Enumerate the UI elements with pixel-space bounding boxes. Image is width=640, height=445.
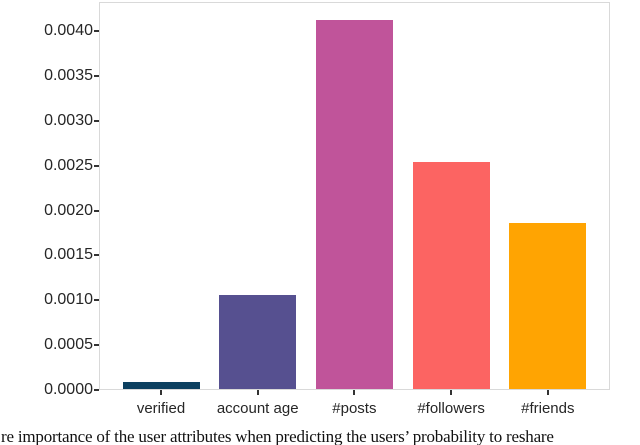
y-tick-mark	[94, 74, 99, 77]
x-tick-label: #followers	[417, 400, 485, 417]
y-tick-mark	[94, 344, 99, 347]
y-tick-label: 0.0000	[44, 381, 93, 398]
y-tick-mark	[94, 30, 99, 32]
x-tick-label: #posts	[332, 400, 377, 417]
y-tick-label: 0.0025	[44, 156, 93, 174]
bar-account-age	[219, 295, 297, 389]
x-tick-mark	[160, 390, 162, 395]
x-tick-label: #friends	[521, 400, 575, 417]
y-tick-mark	[94, 254, 99, 257]
bar-verified	[122, 382, 200, 389]
y-tick-label: 0.0020	[44, 201, 93, 219]
y-tick-mark	[94, 389, 99, 391]
x-tick-mark	[256, 390, 259, 395]
x-tick-mark	[450, 390, 453, 395]
y-tick-label: 0.0010	[44, 291, 93, 309]
x-tick-label: account age	[216, 400, 299, 417]
figure-caption: re importance of the user attributes whe…	[1, 427, 554, 445]
y-tick-label: 0.0035	[44, 66, 93, 84]
y-tick-mark	[94, 299, 99, 302]
y-tick-label: 0.0015	[44, 246, 93, 264]
y-tick-mark	[94, 164, 99, 167]
y-tick-label: 0.0030	[44, 111, 93, 129]
y-tick-label: 0.0040	[44, 22, 93, 39]
x-tick-label: verified	[136, 400, 186, 417]
x-tick-mark	[353, 390, 356, 395]
y-tick-mark	[94, 119, 99, 122]
bar-posts	[315, 20, 393, 389]
bar-friends	[509, 223, 587, 389]
y-tick-mark	[94, 209, 99, 212]
x-tick-mark	[546, 390, 549, 395]
bar-followers	[412, 162, 490, 389]
y-tick-label: 0.0005	[44, 336, 93, 354]
